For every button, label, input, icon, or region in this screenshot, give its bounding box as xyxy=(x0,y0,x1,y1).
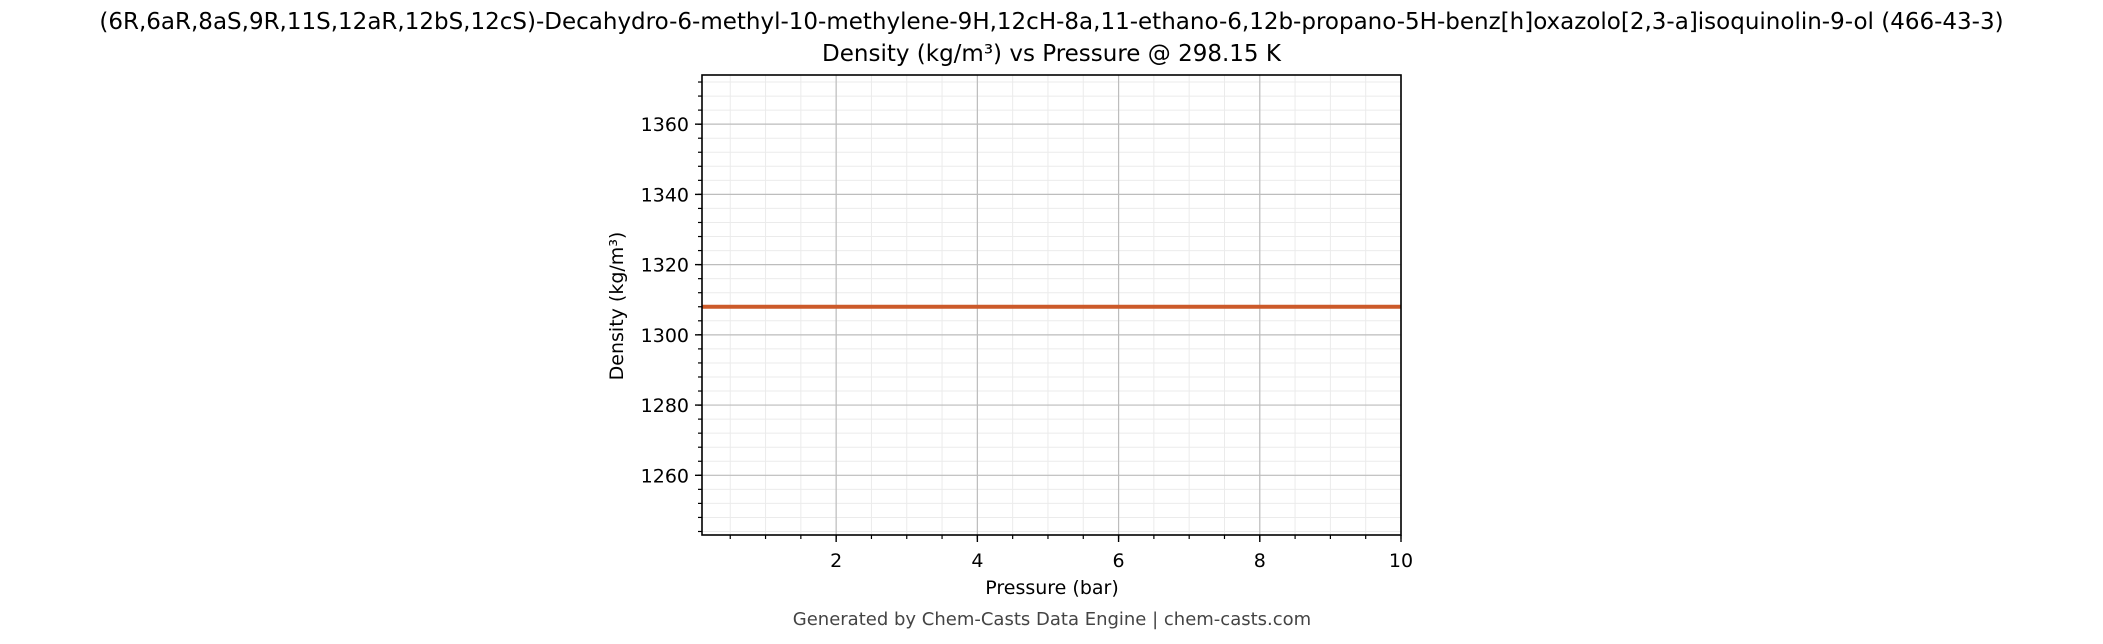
axis-ticks xyxy=(695,81,1402,542)
y-tick-label: 1360 xyxy=(641,114,689,136)
y-tick-label: 1320 xyxy=(641,255,689,277)
y-tick-label: 1340 xyxy=(641,184,689,206)
chart-subtitle: Density (kg/m³) vs Pressure @ 298.15 K xyxy=(822,41,1282,67)
x-tick-label: 8 xyxy=(1254,550,1266,572)
y-tick-label: 1280 xyxy=(641,395,689,417)
x-axis-label: Pressure (bar) xyxy=(985,577,1119,599)
y-tick-label: 1300 xyxy=(641,325,689,347)
y-axis-label: Density (kg/m³) xyxy=(606,232,628,381)
chart-title: (6R,6aR,8aS,9R,11S,12aR,12bS,12cS)-Decah… xyxy=(99,9,2003,35)
x-tick-label: 10 xyxy=(1389,550,1413,572)
x-tick-label: 2 xyxy=(830,550,842,572)
x-tick-label: 6 xyxy=(1113,550,1125,572)
x-tick-label: 4 xyxy=(971,550,983,572)
tick-labels: 2 4 6 8 10 1260 1280 1300 1320 1340 1360 xyxy=(641,114,1413,572)
footer-credit: Generated by Chem-Casts Data Engine | ch… xyxy=(793,609,1311,630)
y-tick-label: 1260 xyxy=(641,465,689,487)
plot-frame xyxy=(701,74,1402,536)
